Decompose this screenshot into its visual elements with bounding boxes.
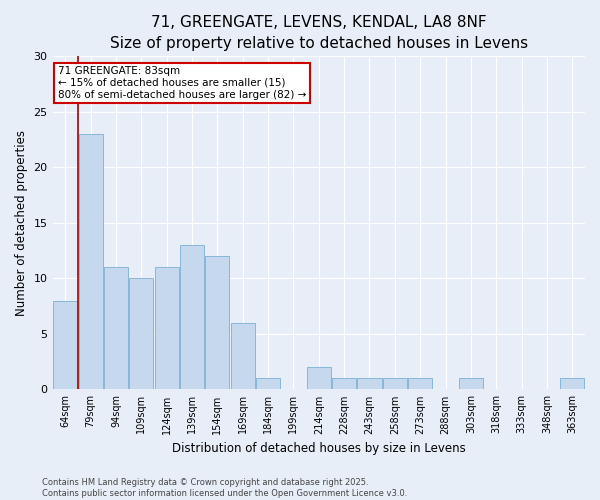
Text: 71 GREENGATE: 83sqm
← 15% of detached houses are smaller (15)
80% of semi-detach: 71 GREENGATE: 83sqm ← 15% of detached ho… bbox=[58, 66, 306, 100]
Bar bbox=[53, 300, 77, 390]
Bar bbox=[256, 378, 280, 390]
Bar bbox=[459, 378, 483, 390]
Text: Contains HM Land Registry data © Crown copyright and database right 2025.
Contai: Contains HM Land Registry data © Crown c… bbox=[42, 478, 407, 498]
Bar bbox=[205, 256, 229, 390]
Bar bbox=[560, 378, 584, 390]
Bar bbox=[79, 134, 103, 390]
Bar bbox=[230, 323, 255, 390]
Bar bbox=[332, 378, 356, 390]
Y-axis label: Number of detached properties: Number of detached properties bbox=[15, 130, 28, 316]
Title: 71, GREENGATE, LEVENS, KENDAL, LA8 8NF
Size of property relative to detached hou: 71, GREENGATE, LEVENS, KENDAL, LA8 8NF S… bbox=[110, 15, 528, 51]
X-axis label: Distribution of detached houses by size in Levens: Distribution of detached houses by size … bbox=[172, 442, 466, 455]
Bar bbox=[383, 378, 407, 390]
Bar bbox=[358, 378, 382, 390]
Bar bbox=[307, 367, 331, 390]
Bar bbox=[155, 268, 179, 390]
Bar bbox=[408, 378, 432, 390]
Bar bbox=[104, 268, 128, 390]
Bar bbox=[180, 245, 204, 390]
Bar bbox=[129, 278, 154, 390]
